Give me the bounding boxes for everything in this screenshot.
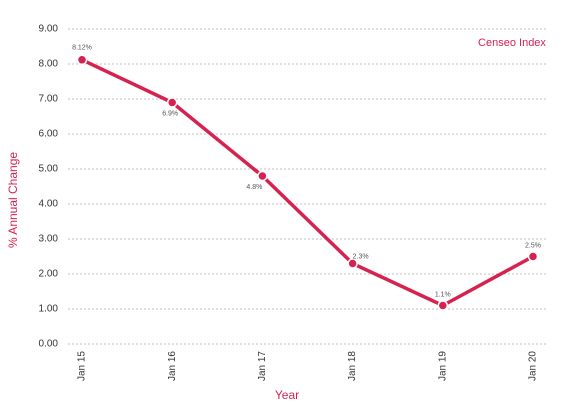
value-label: 1.1%	[435, 291, 451, 298]
x-tick-label: Jan 18	[347, 351, 358, 381]
x-tick-label: Jan 19	[437, 351, 448, 381]
y-tick-label: 9.00	[39, 24, 59, 35]
value-label: 6.9%	[162, 110, 178, 117]
value-label: 2.5%	[525, 242, 541, 249]
x-tick-label: Jan 16	[167, 351, 178, 381]
point	[166, 97, 178, 108]
y-tick-label: 3.00	[39, 234, 59, 245]
point	[257, 170, 268, 182]
legend-label: Censeo Index	[478, 37, 546, 49]
x-tick-label: Jan 20	[528, 351, 539, 381]
y-tick-label: 5.00	[39, 164, 59, 175]
x-axis-title: Year	[275, 388, 299, 402]
y-tick-label: 7.00	[39, 94, 59, 105]
x-tick-label: Jan 15	[77, 351, 88, 381]
y-tick-label: 4.00	[39, 199, 59, 210]
y-tick-label: 2.00	[39, 269, 59, 280]
y-tick-label: 6.00	[39, 129, 59, 140]
y-tick-label: 0.00	[39, 339, 59, 350]
value-label: 2.3%	[353, 253, 369, 260]
point	[527, 251, 539, 262]
value-label: 4.8%	[246, 184, 262, 191]
y-axis-title: % Annual Change	[6, 152, 20, 248]
y-tick-label: 1.00	[39, 304, 59, 315]
value-label: 8.12%	[72, 45, 92, 52]
line	[81, 58, 534, 308]
x-tick-label: Jan 17	[257, 351, 268, 381]
y-tick-label: 8.00	[39, 59, 59, 70]
point	[347, 258, 358, 269]
point	[437, 300, 449, 311]
point	[76, 54, 88, 66]
